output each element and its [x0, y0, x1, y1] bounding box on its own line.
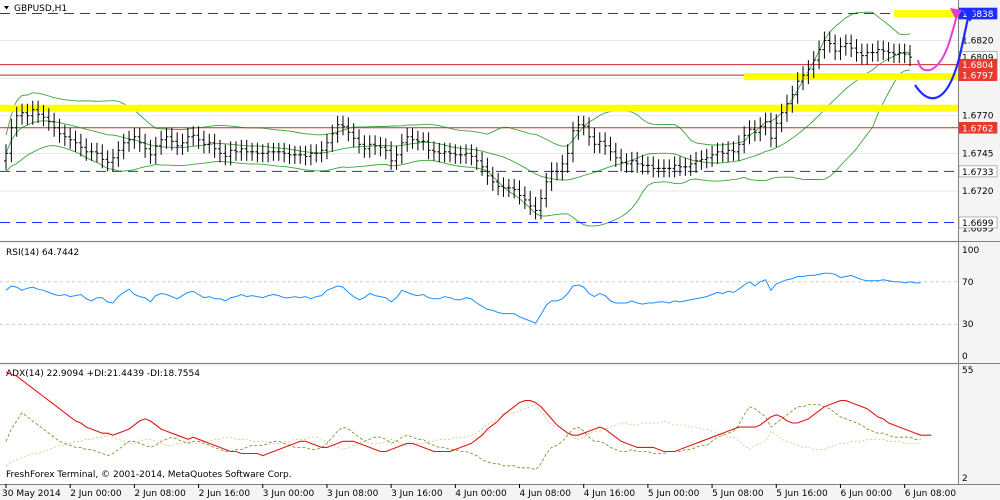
bullish-scenario-arrow — [917, 11, 959, 72]
x-tick-label: 4 Jun 08:00 — [520, 489, 572, 499]
chart-title: GBPUSD,H1 — [14, 4, 67, 14]
annotation-layer — [914, 8, 975, 100]
price-tick-label: 1.6720 — [962, 187, 994, 197]
x-tick-label: 4 Jun 00:00 — [455, 489, 507, 499]
x-tick-label: 5 Jun 08:00 — [712, 489, 764, 499]
x-tick-label: 5 Jun 00:00 — [648, 489, 700, 499]
arrow-head-icon — [962, 8, 975, 22]
x-tick-label: 2 Jun 16:00 — [199, 489, 251, 499]
price-badge — [958, 69, 998, 81]
price-badge-label: 1.6838 — [962, 10, 994, 20]
axis-layer: 1.68381.68201.68091.68041.67971.67951.67… — [2, 7, 998, 499]
price-badge-label: 1.6797 — [962, 72, 994, 82]
bollinger-middle-line — [5, 51, 911, 181]
x-tick-label: 6 Jun 00:00 — [841, 489, 893, 499]
highlight-zone — [0, 104, 958, 112]
x-tick-label: 6 Jun 08:00 — [905, 489, 957, 499]
x-tick-label: 3 Jun 08:00 — [327, 489, 379, 499]
x-tick-label: 2 Jun 08:00 — [134, 489, 186, 499]
price-badge — [958, 121, 998, 134]
bearish-scenario-arrow — [914, 17, 970, 100]
x-tick-label: 3 Jun 16:00 — [391, 489, 443, 499]
price-badge-label: 1.6762 — [962, 124, 994, 134]
x-tick-label: 2 Jun 00:00 — [70, 489, 122, 499]
adx-layer — [5, 371, 932, 471]
x-tick-label: 4 Jun 16:00 — [584, 489, 636, 499]
highlight-zone — [893, 10, 958, 18]
chevron-down-icon[interactable] — [4, 6, 9, 10]
bollinger-lower-line — [5, 69, 911, 227]
x-tick-label: 30 May 2014 — [2, 489, 61, 499]
adx-header: ADX(14) 22.9094 +DI:21.4439 -DI:18.7554 — [6, 369, 200, 379]
price-tick-label: 1.6745 — [962, 149, 994, 159]
price-badge-label: 1.6809 — [962, 54, 994, 64]
rsi-tick-label: 0 — [962, 352, 968, 362]
price-badge-label: 1.6699 — [962, 219, 994, 229]
price-tick-label: 1.6770 — [962, 112, 994, 122]
x-tick-label: 5 Jun 16:00 — [776, 489, 828, 499]
rsi-layer — [0, 272, 958, 325]
adx-tick-label: 55 — [962, 366, 973, 376]
adx-line — [5, 371, 932, 457]
x-tick-label: 3 Jun 00:00 — [263, 489, 315, 499]
adx-tick-label: 2 — [962, 474, 968, 484]
price-badge — [958, 216, 998, 229]
minus-di-line — [5, 404, 921, 467]
rsi-tick-label: 70 — [962, 278, 974, 288]
price-badge-label: 1.6733 — [962, 168, 994, 178]
price-badge-label: 1.6804 — [962, 61, 994, 71]
price-tick-label: 1.6820 — [962, 37, 994, 47]
adx-panel-bg — [0, 366, 958, 484]
price-layer — [0, 10, 958, 227]
price-tick-label: 1.6695 — [962, 225, 994, 235]
footer-copyright: FreshForex Terminal, © 2001-2014, MetaQu… — [6, 470, 292, 480]
rsi-tick-label: 30 — [962, 320, 974, 330]
rsi-panel-bg — [0, 244, 958, 362]
rsi-tick-label: 100 — [962, 246, 979, 256]
main-panel-bg — [0, 0, 958, 240]
rsi-header: RSI(14) 64.7442 — [6, 248, 79, 258]
arrow-head-icon — [950, 8, 962, 20]
price-badge — [958, 165, 998, 178]
plus-di-line — [5, 404, 921, 471]
rsi-line — [5, 272, 921, 324]
highlight-zone — [744, 73, 958, 81]
